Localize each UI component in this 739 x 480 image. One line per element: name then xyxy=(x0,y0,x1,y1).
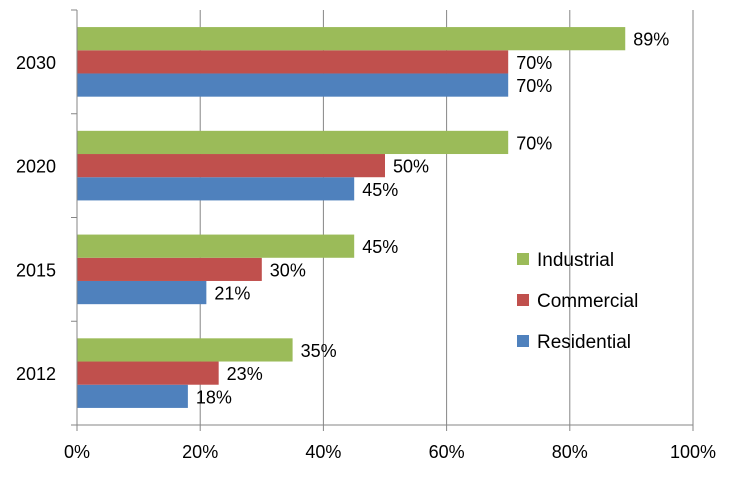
legend-swatch-residential xyxy=(517,335,529,347)
x-tick-label: 100% xyxy=(670,442,716,462)
y-tick-label: 2012 xyxy=(16,364,56,384)
legend-label-residential: Residential xyxy=(537,332,631,353)
bar-residential-2020 xyxy=(77,177,355,201)
data-label: 50% xyxy=(393,157,429,177)
data-label: 30% xyxy=(270,260,306,280)
bar-industrial-2015 xyxy=(77,234,355,258)
data-labels: 18% 23% 35% 21% 30% 45% 45% 50% 70% 70% 70% 89% xyxy=(196,30,669,408)
x-tick-label: 0% xyxy=(64,442,90,462)
bar-industrial-2020 xyxy=(77,130,509,155)
bar-industrial-2030 xyxy=(77,27,626,51)
y-tick-label: 2020 xyxy=(16,157,56,177)
legend: Industrial Commercial Residential xyxy=(517,250,638,353)
bar-commercial-2020 xyxy=(77,154,385,178)
x-tick-label: 80% xyxy=(552,442,588,462)
data-label: 70% xyxy=(516,53,552,73)
legend-swatch-commercial xyxy=(517,294,529,306)
data-label: 89% xyxy=(633,30,669,50)
data-label: 23% xyxy=(227,364,263,384)
y-tick-label: 2030 xyxy=(16,53,56,73)
legend-label-commercial: Commercial xyxy=(537,291,638,312)
y-tick-label: 2015 xyxy=(16,260,56,280)
bar-residential-2015 xyxy=(77,280,207,305)
data-label: 70% xyxy=(516,133,552,153)
bar-industrial-2012 xyxy=(77,338,293,362)
bar-commercial-2030 xyxy=(77,50,509,74)
x-tick-label: 60% xyxy=(429,442,465,462)
bar-commercial-2015 xyxy=(77,257,262,281)
axes: 0% 20% 40% 60% 80% 100% 2012 2015 2020 2030 xyxy=(16,9,716,462)
bar-residential-2012 xyxy=(77,384,188,408)
data-label: 21% xyxy=(214,284,250,304)
bar-commercial-2012 xyxy=(77,361,219,385)
x-tick-label: 20% xyxy=(182,442,218,462)
data-label: 45% xyxy=(362,237,398,257)
bar-residential-2030 xyxy=(77,73,509,97)
data-label: 45% xyxy=(362,180,398,200)
data-label: 70% xyxy=(516,76,552,96)
bars xyxy=(77,27,626,408)
legend-swatch-industrial xyxy=(517,253,529,265)
data-label: 35% xyxy=(301,341,337,361)
data-label: 18% xyxy=(196,387,232,407)
x-tick-label: 40% xyxy=(305,442,341,462)
legend-label-industrial: Industrial xyxy=(537,250,614,271)
